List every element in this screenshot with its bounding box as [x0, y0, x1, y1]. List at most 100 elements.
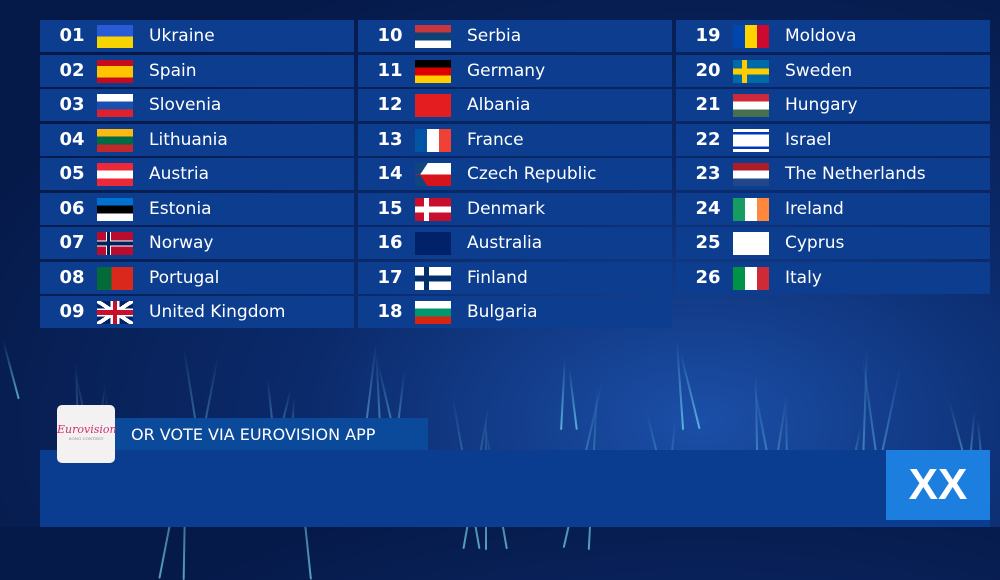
entry-row-spain: 02 Spain	[40, 54, 354, 87]
flag-icon	[733, 232, 769, 255]
country-name: Sweden	[785, 60, 853, 81]
entry-number: 14	[377, 163, 403, 184]
entry-row-the-netherlands: 23 The Netherlands	[676, 158, 990, 190]
country-name: Denmark	[467, 198, 546, 219]
country-name: Australia	[467, 233, 543, 253]
flag-icon	[97, 128, 133, 152]
country-name: Hungary	[785, 95, 858, 115]
channel-badge: XX	[886, 450, 990, 520]
country-name: The Netherlands	[785, 164, 926, 184]
light-streak	[560, 357, 566, 431]
entry-number: 24	[695, 197, 721, 219]
flag-icon	[97, 94, 133, 117]
entry-number: 20	[695, 59, 721, 81]
entry-row-ireland: 24 Ireland	[676, 192, 990, 225]
flag-icon	[97, 266, 133, 290]
country-name: Czech Republic	[467, 164, 597, 184]
flag-icon	[97, 197, 133, 221]
flag-icon	[733, 197, 769, 221]
flag-icon	[415, 266, 451, 290]
entry-row-sweden: 20 Sweden	[676, 54, 990, 87]
flag-icon	[415, 94, 451, 117]
entry-row-finland: 17 Finland	[358, 261, 672, 294]
country-name: Ukraine	[149, 26, 215, 46]
entry-row-portugal: 08 Portugal	[40, 261, 354, 294]
entry-number: 19	[695, 25, 721, 46]
entry-row-hungary: 21 Hungary	[676, 89, 990, 121]
country-name: Moldova	[785, 26, 857, 46]
entry-row-denmark: 15 Denmark	[358, 192, 672, 225]
flag-icon	[415, 59, 451, 83]
logo-subtext: SONG CONTEST	[68, 436, 104, 441]
entry-row-italy: 26 Italy	[676, 261, 990, 294]
entry-row-germany: 11 Germany	[358, 54, 672, 87]
eurovision-logo: Eurovision SONG CONTEST	[57, 405, 117, 463]
entry-row-norway: 07 Norway	[40, 227, 354, 259]
entry-row-australia: 16 Australia	[358, 227, 672, 259]
entry-row-czech-republic: 14 Czech Republic	[358, 158, 672, 190]
entry-number: 09	[59, 301, 85, 322]
entry-row-austria: 05 Austria	[40, 158, 354, 190]
entry-row-bulgaria: 18 Bulgaria	[358, 296, 672, 328]
flag-icon	[97, 301, 133, 324]
entry-number: 10	[377, 25, 403, 46]
country-name: Lithuania	[149, 129, 228, 150]
flag-icon	[733, 94, 769, 117]
entry-number: 15	[377, 197, 403, 219]
entry-row-united-kingdom: 09 United Kingdom	[40, 296, 354, 328]
flag-icon	[415, 128, 451, 152]
flag-icon	[97, 25, 133, 48]
country-name: Italy	[785, 267, 822, 288]
entry-number: 03	[59, 94, 85, 115]
vote-text: OR VOTE VIA EUROVISION APP	[131, 425, 376, 444]
entry-row-estonia: 06 Estonia	[40, 192, 354, 225]
entry-number: 02	[59, 59, 85, 81]
logo-text: Eurovision	[57, 423, 117, 436]
flag-icon	[97, 232, 133, 255]
entry-number: 07	[59, 232, 85, 253]
country-name: Portugal	[149, 267, 220, 288]
entry-row-serbia: 10 Serbia	[358, 20, 672, 52]
entry-number: 16	[377, 232, 403, 253]
flag-icon	[733, 163, 769, 186]
country-name: Cyprus	[785, 233, 845, 253]
entry-number: 08	[59, 266, 85, 288]
country-name: Israel	[785, 129, 832, 150]
flag-icon	[415, 197, 451, 221]
country-name: Ireland	[785, 198, 844, 219]
entry-number: 25	[695, 232, 721, 253]
country-name: France	[467, 129, 524, 150]
entry-number: 04	[59, 128, 85, 150]
vote-banner: OR VOTE VIA EUROVISION APP	[115, 418, 428, 450]
light-streak	[2, 340, 20, 400]
country-name: Germany	[467, 60, 546, 81]
entry-row-lithuania: 04 Lithuania	[40, 123, 354, 156]
entry-row-france: 13 France	[358, 123, 672, 156]
entry-row-israel: 22 Israel	[676, 123, 990, 156]
flag-icon	[415, 301, 451, 324]
entry-row-moldova: 19 Moldova	[676, 20, 990, 52]
country-name: Spain	[149, 60, 197, 81]
country-name: Bulgaria	[467, 302, 538, 322]
country-name: United Kingdom	[149, 302, 286, 322]
country-name: Slovenia	[149, 95, 222, 115]
flag-icon	[733, 266, 769, 290]
entry-row-albania: 12 Albania	[358, 89, 672, 121]
entry-number: 12	[377, 94, 403, 115]
country-name: Norway	[149, 233, 214, 253]
flag-icon	[97, 59, 133, 83]
flag-icon	[733, 59, 769, 83]
country-name: Albania	[467, 95, 531, 115]
light-streak	[568, 368, 578, 430]
entry-number: 21	[695, 94, 721, 115]
entry-number: 23	[695, 163, 721, 184]
entry-row-slovenia: 03 Slovenia	[40, 89, 354, 121]
entry-number: 22	[695, 128, 721, 150]
flag-icon	[415, 25, 451, 48]
entry-number: 13	[377, 128, 403, 150]
flag-icon	[733, 25, 769, 48]
flag-icon	[415, 232, 451, 255]
country-name: Estonia	[149, 198, 212, 219]
entry-number: 06	[59, 197, 85, 219]
entry-row-ukraine: 01 Ukraine	[40, 20, 354, 52]
